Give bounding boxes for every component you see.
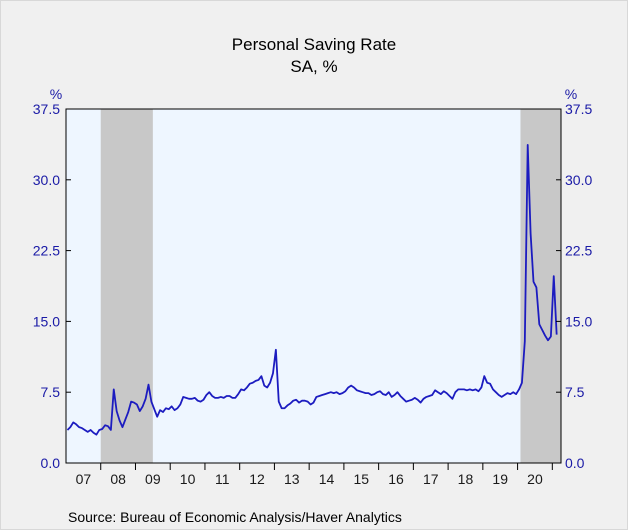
x-tick-label: 16 bbox=[388, 471, 404, 487]
x-tick-label: 15 bbox=[353, 471, 369, 487]
x-tick-label: 19 bbox=[492, 471, 508, 487]
y-tick-label-right: 7.5 bbox=[565, 384, 585, 400]
x-tick-label: 18 bbox=[458, 471, 474, 487]
x-tick-label: 12 bbox=[249, 471, 265, 487]
x-tick-label: 09 bbox=[145, 471, 161, 487]
recession-band-1 bbox=[100, 109, 153, 463]
y-tick-label-right: 30.0 bbox=[565, 172, 592, 188]
chart-title: Personal Saving Rate bbox=[232, 35, 396, 54]
y-tick-label-left: 30.0 bbox=[33, 172, 60, 188]
y-tick-label-right: 37.5 bbox=[565, 101, 592, 117]
y-tick-label-left: 15.0 bbox=[33, 313, 60, 329]
y-tick-label-left: 22.5 bbox=[33, 243, 60, 259]
x-tick-label: 11 bbox=[215, 471, 230, 487]
right-axis-unit: % bbox=[565, 86, 577, 102]
y-tick-label-right: 0.0 bbox=[565, 455, 585, 471]
x-tick-label: 10 bbox=[180, 471, 196, 487]
x-tick-label: 17 bbox=[423, 471, 439, 487]
x-tick-label: 13 bbox=[284, 471, 300, 487]
x-tick-label: 08 bbox=[110, 471, 126, 487]
x-tick-label: 20 bbox=[527, 471, 543, 487]
series-line-layer bbox=[66, 143, 558, 436]
y-tick-label-right: 22.5 bbox=[565, 243, 592, 259]
y-axis-left: 37.5 30.0 22.5 15.0 7.5 0.0 bbox=[33, 101, 71, 471]
chart-subtitle: SA, % bbox=[290, 57, 337, 76]
series-line-1 bbox=[66, 143, 558, 436]
y-tick-label-left: 0.0 bbox=[41, 455, 61, 471]
y-tick-label-left: 37.5 bbox=[33, 101, 60, 117]
left-axis-unit: % bbox=[50, 86, 62, 102]
y-tick-label-left: 7.5 bbox=[41, 384, 61, 400]
x-axis: 07 08 09 10 11 12 13 14 15 16 17 18 19 20 bbox=[76, 463, 553, 487]
y-tick-label-right: 15.0 bbox=[565, 313, 592, 329]
source-note: Source: Bureau of Economic Analysis/Have… bbox=[68, 509, 402, 525]
x-tick-label: 07 bbox=[76, 471, 92, 487]
y-axis-right: 37.5 30.0 22.5 15.0 7.5 0.0 bbox=[556, 101, 592, 471]
plot-border bbox=[65, 108, 562, 464]
x-tick-label: 14 bbox=[319, 471, 335, 487]
